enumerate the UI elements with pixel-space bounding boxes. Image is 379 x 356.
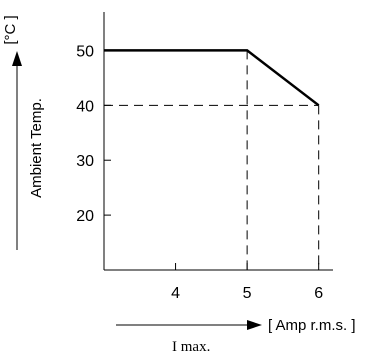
y-tick-label: 50 (76, 43, 94, 60)
x-tick-label: 6 (314, 285, 323, 302)
y-ticks: 20 30 40 50 (76, 43, 111, 225)
x-tick-label: 4 (171, 285, 180, 302)
derating-curve (104, 49, 320, 107)
y-tick-label: 30 (76, 153, 94, 170)
y-axis-unit: [°C ] (2, 15, 19, 44)
x-axis-label: I max. (172, 339, 210, 355)
x-axis-label-group: [ Amp r.m.s. ] I max. (116, 317, 356, 355)
y-tick-label: 20 (76, 208, 94, 225)
series-group (104, 49, 320, 107)
x-tick-label: 5 (243, 285, 252, 302)
y-axis-label: Ambient Temp. (28, 98, 45, 198)
axes (103, 12, 333, 271)
x-axis-unit: [ Amp r.m.s. ] (268, 317, 356, 334)
x-label-arrow-head (247, 320, 262, 330)
y-axis-label-group: Ambient Temp. [°C ] (2, 15, 45, 250)
y-tick-label: 40 (76, 98, 94, 115)
y-label-arrow-head (12, 51, 22, 66)
reference-lines (104, 50, 320, 270)
